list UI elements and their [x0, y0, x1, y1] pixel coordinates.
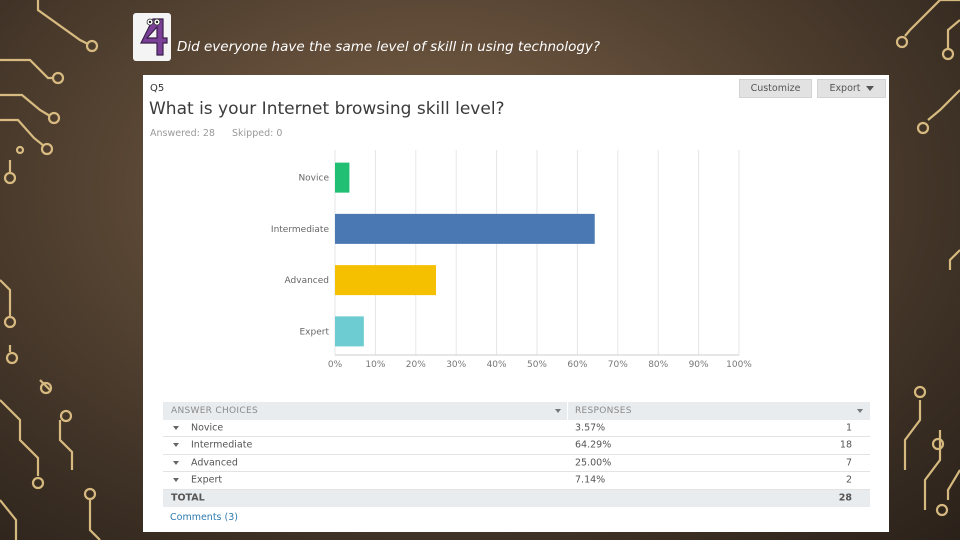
response-count: 2 [845, 474, 852, 486]
answer-choice: Advanced [191, 457, 238, 469]
total-count: 28 [838, 492, 852, 504]
survey-results-panel: Q5 What is your Internet browsing skill … [143, 75, 889, 532]
x-tick-label: 90% [689, 360, 709, 370]
table-row: Expert 7.14% 2 [163, 472, 870, 490]
table-row: Novice 3.57% 1 [163, 420, 870, 437]
bar-advanced[interactable] [335, 265, 436, 296]
slide-title: Did everyone have the same level of skil… [177, 39, 601, 55]
answer-choice: Novice [191, 422, 224, 434]
category-label: Expert [300, 327, 330, 337]
response-count: 7 [845, 457, 852, 469]
x-tick-label: 30% [446, 360, 466, 370]
x-tick-label: 80% [648, 360, 668, 370]
expand-caret-icon[interactable] [173, 443, 179, 448]
logo [133, 13, 171, 61]
response-percent: 7.14% [575, 474, 606, 486]
bar-chart: 0% 10% 20% 30% 40% 50% 60% 70% 80% 90% 100% Novice I… [271, 150, 752, 370]
x-tick-label: 40% [487, 360, 507, 370]
bar-intermediate[interactable] [335, 213, 595, 244]
table-row: Advanced 25.00% 7 [163, 455, 870, 472]
category-label: Novice [298, 174, 329, 184]
skipped-count: Skipped: 0 [232, 128, 283, 139]
column-divider [567, 402, 568, 420]
table-header-row: ANSWER CHOICES RESPONSES [163, 402, 870, 420]
answered-count: Answered: 28 [150, 128, 215, 139]
answer-choice: Expert [191, 474, 223, 486]
response-percent: 64.29% [575, 439, 612, 451]
x-tick-label: 10% [365, 360, 385, 370]
question-number: Q5 [150, 83, 165, 94]
chevron-down-icon [865, 86, 874, 91]
x-tick-label: 20% [406, 360, 426, 370]
category-label: Intermediate [271, 225, 330, 235]
response-count: 1 [845, 422, 852, 434]
sort-caret-icon[interactable] [555, 408, 561, 413]
table-total-row: TOTAL 28 [163, 489, 870, 507]
export-label: Export [829, 83, 861, 94]
category-label: Advanced [285, 276, 329, 286]
x-tick-label: 100% [726, 360, 752, 370]
x-tick-label: 50% [527, 360, 547, 370]
x-tick-label: 70% [608, 360, 628, 370]
x-tick-label: 60% [567, 360, 587, 370]
sort-caret-icon[interactable] [857, 408, 863, 413]
response-percent: 25.00% [575, 457, 612, 469]
response-percent: 3.57% [575, 422, 606, 434]
bar-novice[interactable] [335, 162, 350, 193]
question-title: What is your Internet browsing skill lev… [149, 99, 505, 119]
customize-label: Customize [750, 83, 801, 94]
expand-caret-icon[interactable] [173, 460, 179, 465]
comments-link[interactable]: Comments (3) [170, 512, 238, 523]
export-button[interactable]: Export [817, 79, 886, 98]
answer-choices-header[interactable]: ANSWER CHOICES [171, 405, 258, 416]
total-label: TOTAL [171, 492, 205, 504]
responses-header[interactable]: RESPONSES [575, 405, 632, 416]
x-tick-label: 0% [328, 360, 343, 370]
number-four-logo-icon [140, 18, 168, 56]
bar-expert[interactable] [335, 316, 364, 347]
customize-button[interactable]: Customize [739, 79, 812, 98]
responses-table: ANSWER CHOICES RESPONSES Novice 3.57% 1 Int… [163, 402, 870, 507]
table-row: Intermediate 64.29% 18 [163, 437, 870, 455]
expand-caret-icon[interactable] [173, 478, 179, 483]
answer-choice: Intermediate [191, 439, 253, 451]
expand-caret-icon[interactable] [173, 425, 179, 430]
response-count: 18 [839, 439, 852, 451]
